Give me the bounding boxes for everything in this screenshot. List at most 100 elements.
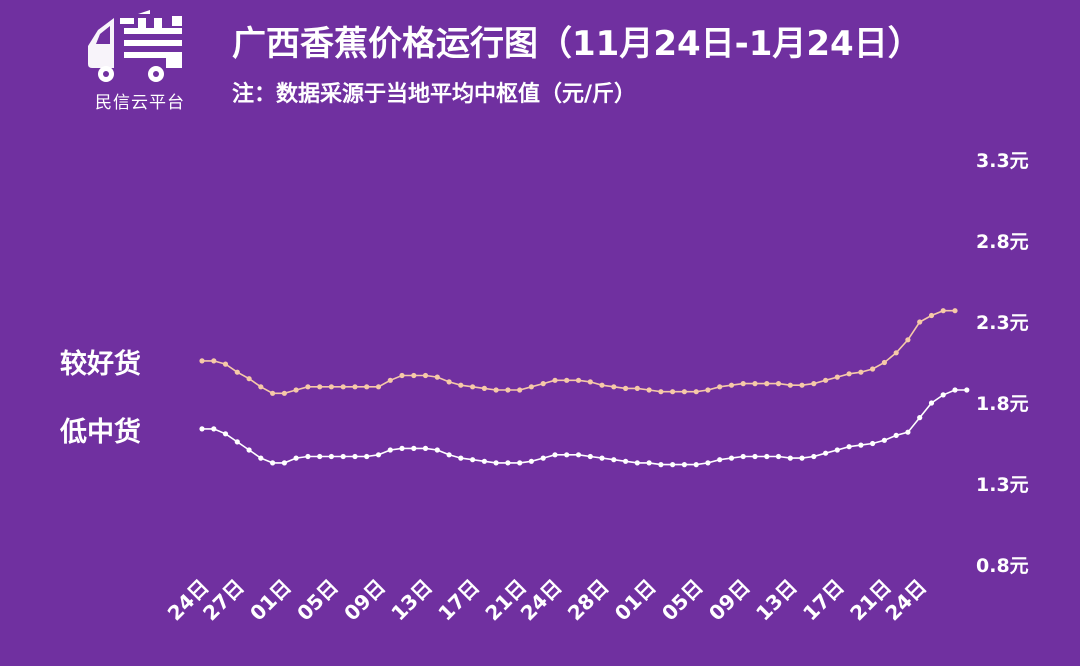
data-point [434, 374, 440, 380]
brand-name: 民信云平台 [95, 93, 185, 113]
data-point [328, 453, 334, 460]
data-point [352, 384, 358, 390]
data-point [693, 462, 699, 468]
data-point [399, 372, 405, 379]
x-tick-label: 24日 [880, 575, 931, 626]
data-point [611, 457, 617, 463]
data-point [211, 426, 217, 432]
data-point [728, 455, 735, 461]
data-point [540, 455, 546, 461]
data-point [752, 381, 758, 387]
data-point [658, 462, 664, 468]
x-tick-label: 05日 [292, 575, 343, 626]
data-point [834, 374, 840, 380]
data-point [458, 455, 464, 461]
data-point [317, 453, 323, 460]
data-point [881, 437, 888, 443]
data-point [375, 452, 382, 458]
data-point [599, 382, 605, 388]
data-point [199, 426, 205, 432]
data-point [493, 460, 499, 466]
data-point [870, 366, 876, 372]
data-point [211, 358, 217, 364]
data-point [481, 458, 487, 464]
data-point [940, 392, 946, 398]
data-point [317, 384, 323, 390]
data-point [411, 372, 417, 379]
data-point [364, 453, 370, 460]
data-point [505, 460, 511, 466]
data-point [658, 389, 664, 395]
data-point [199, 358, 205, 364]
x-tick-label: 09日 [704, 575, 755, 626]
data-point [752, 453, 758, 460]
data-point [270, 460, 276, 466]
data-point [811, 381, 817, 387]
data-point [246, 447, 252, 453]
data-point [917, 415, 923, 421]
data-point [893, 350, 899, 356]
data-point [481, 385, 487, 391]
chart-subtitle: 注：数据采源于当地平均中枢值（元/斤） [232, 82, 637, 107]
data-point [764, 453, 770, 460]
data-point [340, 453, 346, 460]
data-point [387, 447, 393, 453]
data-point [293, 387, 299, 393]
data-point [258, 455, 264, 461]
x-tick-label: 01日 [610, 575, 661, 626]
data-point [458, 382, 464, 388]
data-point [540, 381, 546, 387]
data-point [787, 382, 793, 388]
data-point [399, 445, 405, 451]
data-point [446, 452, 452, 458]
truck-logo-icon [88, 10, 182, 82]
data-point [422, 445, 429, 451]
data-point [352, 453, 358, 460]
data-point [681, 389, 688, 395]
x-tick-label: 28日 [563, 575, 614, 626]
y-tick-label: 1.3元 [976, 474, 1029, 496]
data-point [564, 452, 570, 458]
data-point [422, 372, 429, 379]
series-label: 较好货 [60, 348, 141, 380]
data-point [775, 381, 782, 387]
y-tick-label: 3.3元 [976, 150, 1029, 172]
data-point [340, 384, 346, 390]
data-point [928, 312, 935, 319]
y-tick-label: 2.3元 [976, 312, 1029, 334]
series-line [202, 389, 967, 466]
data-point [222, 431, 229, 437]
data-point [893, 432, 899, 438]
data-point [823, 450, 829, 456]
data-point [234, 369, 240, 375]
data-point [681, 462, 688, 468]
x-tick-label: 09日 [339, 575, 390, 626]
data-point [470, 457, 476, 463]
data-point [917, 319, 923, 325]
data-point [234, 439, 240, 445]
data-point [587, 453, 593, 460]
data-point [505, 387, 511, 393]
data-point [799, 382, 805, 388]
data-point [375, 384, 382, 390]
y-tick-label: 0.8元 [976, 555, 1029, 577]
data-point [552, 377, 558, 383]
x-tick-label: 17日 [433, 575, 484, 626]
data-point [470, 384, 476, 390]
data-point [528, 458, 535, 464]
data-point [552, 452, 558, 458]
x-tick-label: 17日 [798, 575, 849, 626]
data-point [258, 384, 264, 390]
data-point [764, 381, 770, 387]
x-tick-label: 13日 [751, 575, 802, 626]
data-point [528, 384, 535, 390]
data-point [693, 389, 699, 395]
data-point [670, 389, 676, 395]
data-point [446, 379, 452, 385]
data-point [740, 381, 746, 387]
x-tick-label: 05日 [657, 575, 708, 626]
data-point [834, 447, 840, 453]
data-point [434, 447, 440, 453]
